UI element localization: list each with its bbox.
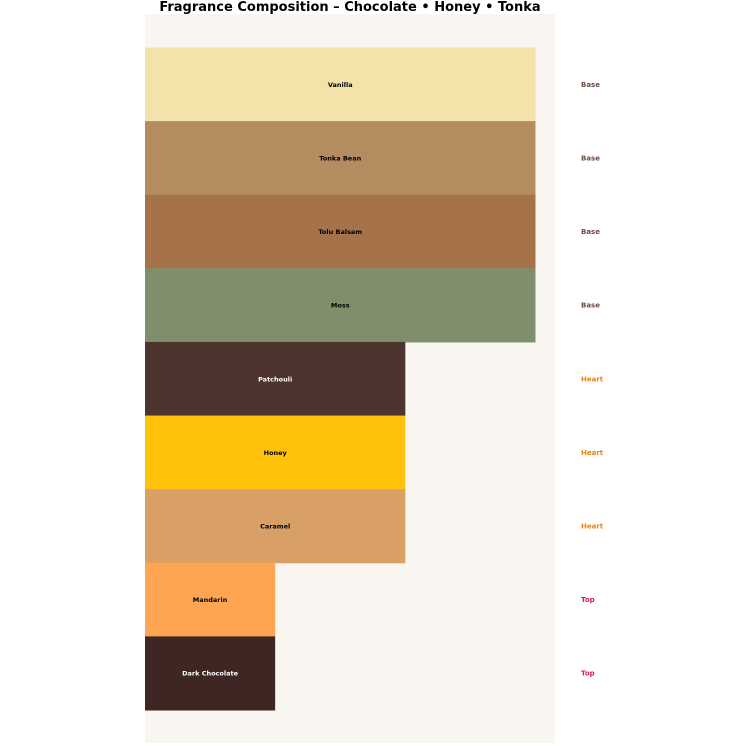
bar-patchouli <box>145 341 406 417</box>
bar-label: Tolu Balsam <box>318 228 362 236</box>
bar-label: Vanilla <box>328 81 353 89</box>
tier-label: Top <box>581 670 595 678</box>
bar-caramel <box>145 489 406 564</box>
bar-dark-chocolate <box>145 636 276 711</box>
tier-label: Top <box>581 596 595 604</box>
bar-label: Patchouli <box>258 375 292 383</box>
bar-moss <box>145 268 536 343</box>
tier-label: Heart <box>581 449 604 457</box>
bar-vanilla <box>145 47 536 122</box>
tier-label: Base <box>581 302 600 310</box>
bar-mandarin <box>145 562 276 637</box>
tier-label: Base <box>581 81 600 89</box>
tier-label: Base <box>581 228 600 236</box>
bar-tonka-bean <box>145 121 536 196</box>
bar-tolu-balsam <box>145 194 536 269</box>
bar-label: Tonka Bean <box>319 154 361 162</box>
bar-honey <box>145 415 406 490</box>
tier-label: Base <box>581 154 600 162</box>
bar-label: Mandarin <box>193 596 228 604</box>
chart-title: Fragrance Composition – Chocolate • Hone… <box>159 0 541 15</box>
tier-label: Heart <box>581 375 604 383</box>
tier-label: Heart <box>581 522 604 530</box>
bar-label: Honey <box>264 449 288 457</box>
bar-label: Moss <box>331 302 350 310</box>
bar-label: Caramel <box>260 522 290 530</box>
bar-label: Dark Chocolate <box>182 670 238 678</box>
